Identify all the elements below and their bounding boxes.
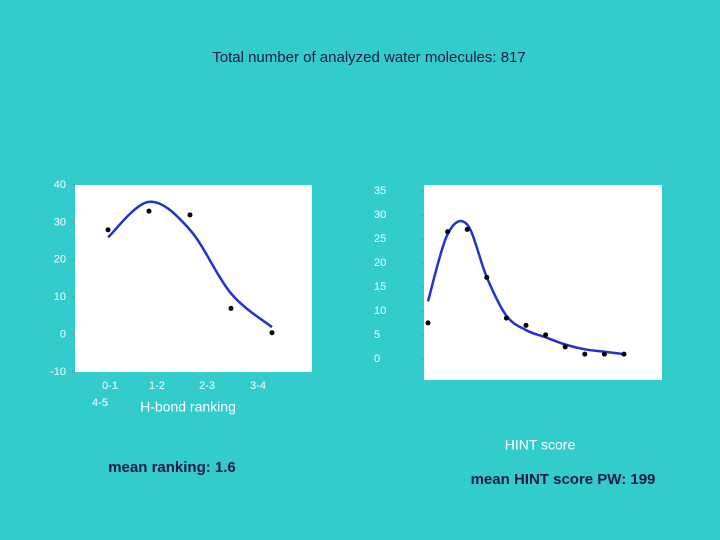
fit-curve xyxy=(107,200,273,329)
y-tick-label: 0 xyxy=(60,329,66,341)
y-tick-label: 0 xyxy=(374,353,380,365)
plot-area xyxy=(424,185,662,380)
x-axis-label: HINT score xyxy=(505,437,576,453)
y-tick-label: 10 xyxy=(54,291,66,303)
y-tick-label: 15 xyxy=(374,281,386,293)
plot-area xyxy=(75,185,312,372)
data-point xyxy=(425,320,431,326)
x-tick-label: 4-5 xyxy=(92,397,108,409)
data-point xyxy=(503,315,509,321)
data-point xyxy=(582,351,588,357)
summary-note: mean HINT score PW: 199 xyxy=(471,471,656,488)
x-tick-label: 3-4 xyxy=(250,380,266,392)
data-point xyxy=(146,208,152,214)
x-axis-label: H-bond ranking xyxy=(140,399,236,415)
x-tick-label: 2-3 xyxy=(199,380,215,392)
data-point xyxy=(523,322,529,328)
summary-note: mean ranking: 1.6 xyxy=(108,459,236,476)
y-tick-label: 35 xyxy=(374,185,386,197)
data-point xyxy=(187,212,193,218)
y-tick-label: 40 xyxy=(54,179,66,191)
data-point xyxy=(484,274,490,280)
y-tick-label: 20 xyxy=(54,254,66,266)
slide-title: Total number of analyzed water molecules… xyxy=(212,49,526,66)
data-point xyxy=(269,330,275,336)
fit-curve xyxy=(426,219,625,356)
data-point xyxy=(228,305,234,311)
x-tick-label: 0-1 xyxy=(102,380,118,392)
data-point xyxy=(621,351,627,357)
data-point xyxy=(543,332,549,338)
data-point xyxy=(601,351,607,357)
y-tick-label: 30 xyxy=(374,209,386,221)
data-point xyxy=(105,227,111,233)
data-point xyxy=(445,229,451,235)
data-point xyxy=(562,344,568,350)
y-tick-label: 5 xyxy=(374,329,380,341)
x-tick-label: 1-2 xyxy=(149,380,165,392)
data-point xyxy=(464,226,470,232)
y-tick-label: 10 xyxy=(374,305,386,317)
y-tick-label: 30 xyxy=(54,216,66,228)
y-tick-label: -10 xyxy=(50,366,66,378)
y-tick-label: 25 xyxy=(374,233,386,245)
y-tick-label: 20 xyxy=(374,257,386,269)
